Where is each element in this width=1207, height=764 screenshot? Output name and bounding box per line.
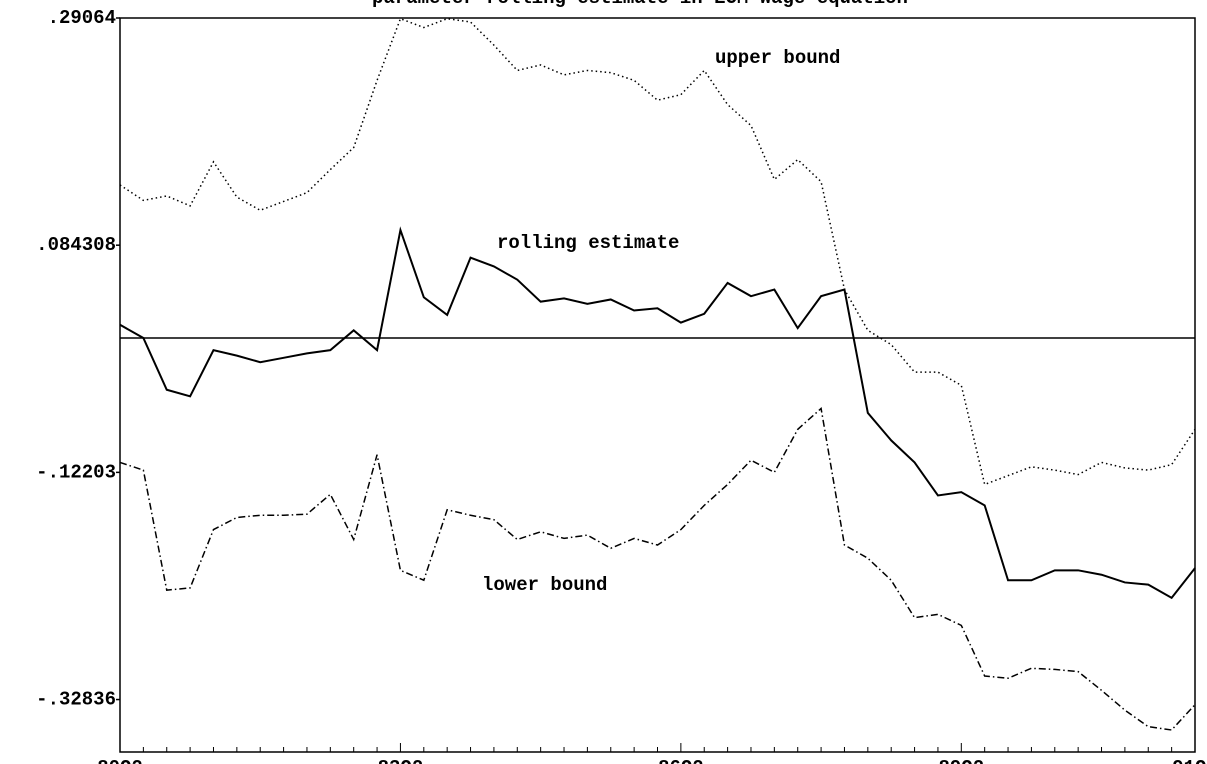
x-tick-label: 80Q2 [97,757,143,764]
series-label: rolling estimate [497,232,679,254]
y-tick-label: -.12203 [36,461,116,483]
x-tick-label: 91Q4 [1172,757,1207,764]
x-tick-label: 83Q2 [378,757,424,764]
series-label: upper bound [715,47,840,69]
y-tick-label: -.32836 [36,689,116,711]
series-line [119,407,1196,731]
x-tick-label: 86Q2 [658,757,704,764]
series-line [119,226,1196,600]
series-label: lower bound [482,574,607,596]
plot-frame [119,17,1196,753]
y-tick-label: .29064 [48,7,116,29]
y-tick-label: .084308 [36,234,116,256]
chart-title: parameter rolling estimate in ECM wage e… [372,0,908,9]
x-tick-label: 89Q2 [938,757,984,764]
